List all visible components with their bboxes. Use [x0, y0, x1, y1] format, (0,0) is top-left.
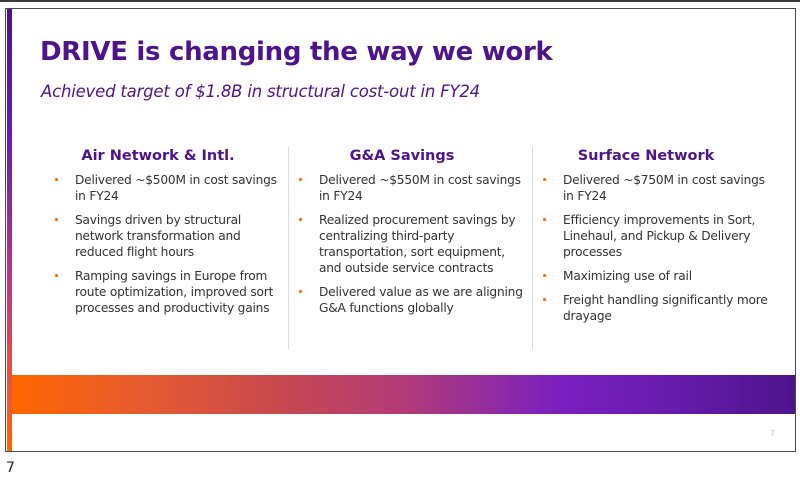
bullet-icon — [543, 274, 546, 277]
column-heading: G&A Savings — [349, 148, 455, 164]
column-heading: Surface Network — [577, 148, 715, 164]
bullet-item: Delivered value as we are aligning G&A f… — [297, 284, 527, 316]
left-accent-bar — [7, 9, 12, 451]
bullet-text: Delivered ~$500M in cost savings in FY24 — [75, 173, 277, 203]
bullet-icon — [55, 178, 58, 181]
bullet-item: Delivered ~$750M in cost savings in FY24 — [541, 172, 771, 204]
bullet-list: Delivered ~$500M in cost savings in FY24… — [53, 172, 283, 316]
bullet-list: Delivered ~$750M in cost savings in FY24… — [541, 172, 771, 324]
column-heading: Air Network & Intl. — [81, 148, 235, 164]
bullet-icon — [299, 178, 302, 181]
column-ga-savings: G&A Savings Delivered ~$550M in cost sav… — [297, 148, 527, 324]
bullet-text: Delivered value as we are aligning G&A f… — [319, 285, 523, 315]
bullet-icon — [55, 218, 58, 221]
bullet-icon — [299, 290, 302, 293]
bullet-item: Delivered ~$500M in cost savings in FY24 — [53, 172, 283, 204]
top-rule — [0, 0, 800, 2]
bullet-text: Realized procurement savings by centrali… — [319, 213, 516, 275]
bullet-icon — [543, 218, 546, 221]
bullet-item: Ramping savings in Europe from route opt… — [53, 268, 283, 316]
bullet-text: Savings driven by structural network tra… — [75, 213, 242, 259]
bullet-icon — [543, 178, 546, 181]
bullet-item: Delivered ~$550M in cost savings in FY24 — [297, 172, 527, 204]
bullet-item: Maximizing use of rail — [541, 268, 771, 284]
bullet-list: Delivered ~$550M in cost savings in FY24… — [297, 172, 527, 316]
bullet-icon — [543, 298, 546, 301]
bullet-text: Delivered ~$750M in cost savings in FY24 — [563, 173, 765, 203]
column-air-network: Air Network & Intl. Delivered ~$500M in … — [53, 148, 283, 324]
gradient-band — [12, 375, 795, 414]
slide-page-number: 7 — [769, 429, 775, 438]
page-number: 7 — [6, 460, 15, 476]
bullet-text: Freight handling significantly more dray… — [563, 293, 768, 323]
bullet-text: Delivered ~$550M in cost savings in FY24 — [319, 173, 521, 203]
bullet-item: Realized procurement savings by centrali… — [297, 212, 527, 276]
bullet-item: Freight handling significantly more dray… — [541, 292, 771, 324]
bullet-item: Savings driven by structural network tra… — [53, 212, 283, 260]
column-divider — [532, 147, 533, 349]
bullet-icon — [55, 274, 58, 277]
column-divider — [288, 147, 289, 349]
slide-title: DRIVE is changing the way we work — [40, 37, 553, 67]
bullet-text: Maximizing use of rail — [563, 269, 692, 283]
bullet-item: Efficiency improvements in Sort, Linehau… — [541, 212, 771, 260]
slide: DRIVE is changing the way we work Achiev… — [5, 8, 796, 452]
bullet-text: Ramping savings in Europe from route opt… — [75, 269, 274, 315]
bullet-text: Efficiency improvements in Sort, Linehau… — [563, 213, 756, 259]
column-surface-network: Surface Network Delivered ~$750M in cost… — [541, 148, 771, 332]
slide-subtitle: Achieved target of $1.8B in structural c… — [41, 82, 480, 101]
bullet-icon — [299, 218, 302, 221]
